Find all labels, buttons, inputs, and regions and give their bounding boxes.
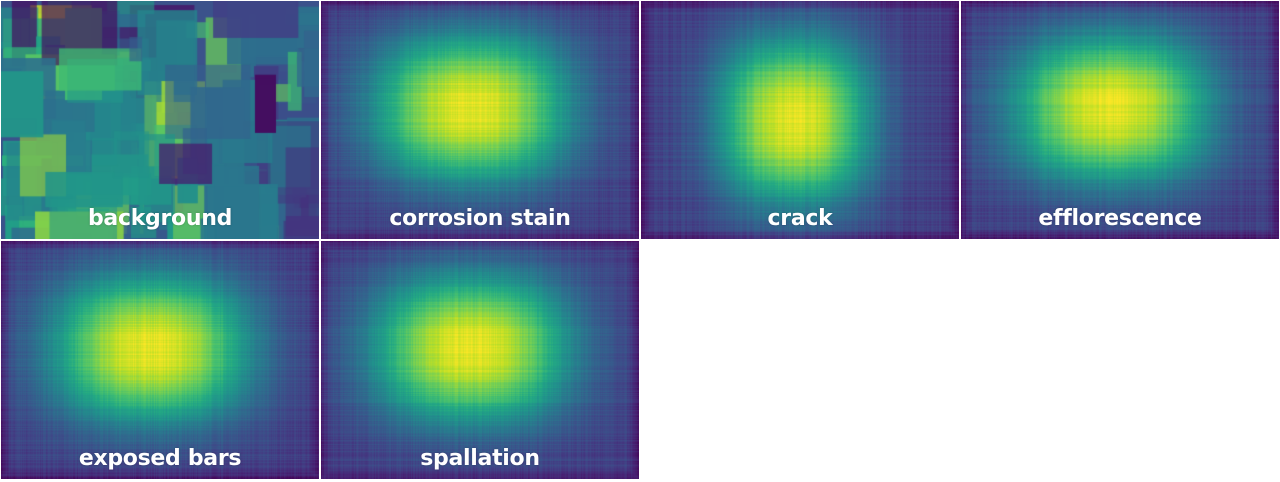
heatmap-exposed-bars bbox=[1, 241, 319, 479]
panel-efflorescence: efflorescence bbox=[961, 1, 1279, 239]
panel-spallation: spallation bbox=[321, 241, 639, 479]
panel-label-efflorescence: efflorescence bbox=[1038, 206, 1202, 231]
heatmap-background bbox=[1, 1, 319, 239]
panel-background: background bbox=[1, 1, 319, 239]
panel-label-spallation: spallation bbox=[420, 446, 540, 471]
panel-label-crack: crack bbox=[767, 206, 833, 231]
panel-exposed-bars: exposed bars bbox=[1, 241, 319, 479]
panel-label-background: background bbox=[87, 206, 233, 231]
heatmap-crack bbox=[641, 1, 959, 239]
heatmap-efflorescence bbox=[961, 1, 1279, 239]
panel-label-corrosion-stain: corrosion stain bbox=[389, 206, 571, 231]
panel-corrosion-stain: corrosion stain bbox=[321, 1, 639, 239]
panel-crack: crack bbox=[641, 1, 959, 239]
heatmap-spallation bbox=[321, 241, 639, 479]
panel-label-exposed-bars: exposed bars bbox=[78, 446, 242, 471]
heatmap-corrosion-stain bbox=[321, 1, 639, 239]
